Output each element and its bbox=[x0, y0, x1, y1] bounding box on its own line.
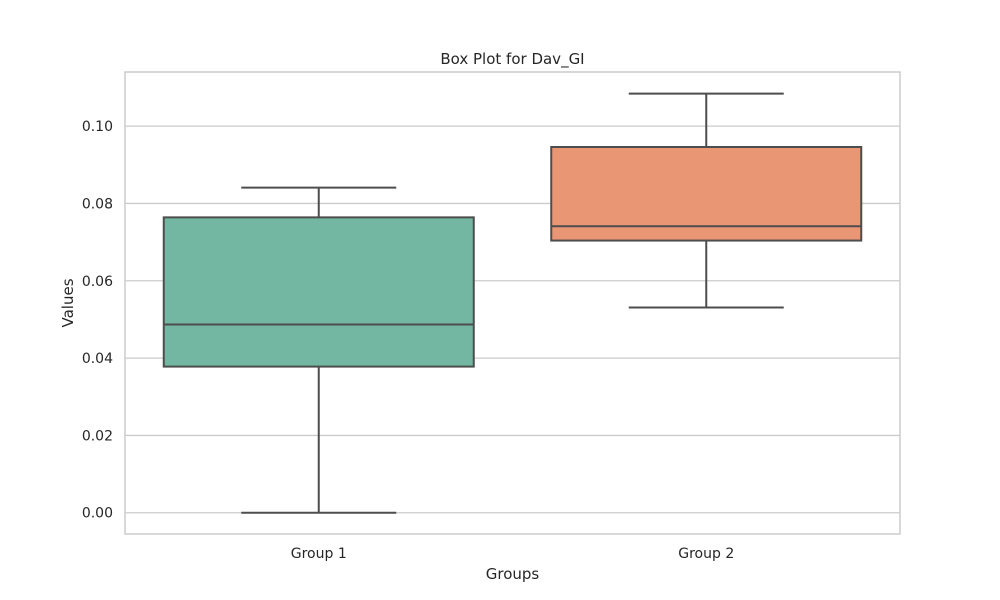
x-tick-label: Group 1 bbox=[291, 546, 347, 562]
plot-frame bbox=[124, 71, 901, 535]
y-tick-label: 0.10 bbox=[82, 119, 113, 135]
y-axis-label: Values bbox=[59, 278, 77, 327]
box-iqr bbox=[550, 146, 863, 242]
x-axis-label: Groups bbox=[486, 565, 540, 583]
x-tick-labels: Group 1 Group 2 bbox=[291, 546, 734, 562]
box-2 bbox=[550, 92, 863, 309]
y-tick-label: 0.02 bbox=[82, 428, 113, 444]
box-iqr bbox=[162, 216, 475, 368]
boxes bbox=[162, 92, 863, 514]
y-tick-label: 0.04 bbox=[82, 351, 113, 367]
y-tick-label: 0.00 bbox=[82, 506, 113, 522]
y-tick-label: 0.08 bbox=[82, 196, 113, 212]
box-1 bbox=[162, 186, 475, 514]
chart-title: Box Plot for Dav_GI bbox=[440, 50, 584, 69]
y-tick-label: 0.06 bbox=[82, 274, 113, 290]
y-tick-labels: 0.00 0.02 0.04 0.06 0.08 0.10 bbox=[82, 119, 113, 522]
x-tick-label: Group 2 bbox=[678, 546, 734, 562]
